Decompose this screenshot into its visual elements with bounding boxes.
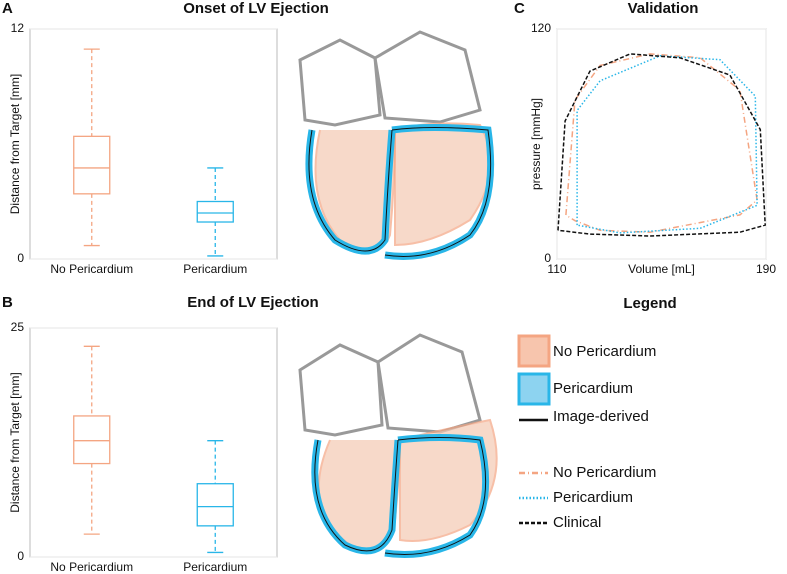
x-tick-label: Pericardium <box>183 262 247 276</box>
y-axis-label: Distance from Target [mm] <box>8 74 22 214</box>
legend-label: No Pericardium <box>553 343 656 360</box>
legend-label: Image-derived <box>553 408 649 425</box>
x-tick-label: Pericardium <box>183 560 247 574</box>
heart-illustration-a <box>298 30 495 260</box>
y-tick-label: 12 <box>11 21 25 35</box>
plot-frame <box>29 327 278 558</box>
heart-illustration-b <box>298 333 498 559</box>
y-axis-label: Distance from Target [mm] <box>8 372 22 512</box>
box <box>73 415 111 465</box>
chart-title: End of LV Ejection <box>187 294 318 311</box>
plot-frame <box>29 28 278 260</box>
y-tick-label: 120 <box>531 21 551 35</box>
chart-title: Validation <box>628 0 699 17</box>
x-tick-label: 110 <box>547 262 566 276</box>
legend-label: Pericardium <box>553 489 633 506</box>
x-tick-label: No Pericardium <box>50 560 133 574</box>
box <box>196 483 234 527</box>
legend-label: Pericardium <box>553 380 633 397</box>
series-line <box>557 53 766 237</box>
box <box>73 135 111 195</box>
chart-title: Onset of LV Ejection <box>183 0 329 17</box>
y-tick-label: 0 <box>544 251 551 265</box>
panel-label: B <box>2 294 13 311</box>
y-tick-label: 0 <box>17 549 24 563</box>
y-axis-label: pressure [mmHg] <box>529 98 543 190</box>
x-tick-label: No Pericardium <box>50 262 133 276</box>
legend-label: Clinical <box>553 514 601 531</box>
x-tick-label: 190 <box>756 262 776 276</box>
panel-label: C <box>514 0 525 17</box>
legend-label: No Pericardium <box>553 464 656 481</box>
series-line <box>576 55 758 234</box>
plot-frame <box>556 28 767 260</box>
y-tick-label: 0 <box>17 251 24 265</box>
legend-swatch <box>517 334 551 368</box>
panel-label: A <box>2 0 13 17</box>
series-line <box>565 53 758 233</box>
x-axis-label: Volume [mL] <box>628 262 695 276</box>
y-tick-label: 25 <box>11 320 25 334</box>
legend-title: Legend <box>623 295 676 312</box>
box <box>196 200 234 223</box>
legend-swatch <box>517 372 551 406</box>
